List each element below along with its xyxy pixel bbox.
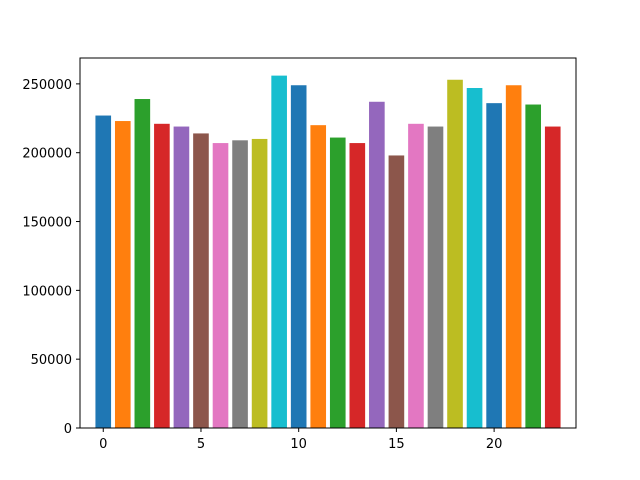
y-tick-label: 0: [64, 422, 72, 437]
bar-10: [290, 85, 307, 428]
bar-15: [388, 155, 405, 428]
plot-frame: [79, 57, 577, 429]
x-tick-label: 20: [486, 437, 503, 452]
bar-1: [114, 121, 131, 428]
bar-18: [447, 79, 463, 428]
bar-5: [193, 133, 209, 428]
bar-20: [486, 103, 502, 429]
bars-group: [95, 75, 561, 429]
x-tick-label: 0: [99, 437, 107, 452]
bar-14: [369, 101, 385, 429]
y-axis-ticks: 0 50000 100000 150000 200000 250000: [22, 78, 80, 437]
bar-12: [329, 137, 346, 428]
y-tick-label: 100000: [22, 284, 72, 299]
bar-17: [427, 126, 444, 429]
x-axis-ticks: 0 5 10 15 20: [99, 428, 502, 452]
bar-19: [466, 88, 483, 428]
bar-16: [408, 123, 424, 429]
bar-7: [232, 140, 248, 428]
bar-6: [212, 143, 229, 428]
y-tick-label: 200000: [22, 147, 72, 162]
y-tick-label: 150000: [22, 216, 72, 231]
bar-23: [544, 126, 561, 429]
x-tick-label: 15: [388, 437, 405, 452]
bar-8: [251, 138, 268, 428]
bar-22: [525, 104, 542, 428]
bar-21: [505, 85, 522, 428]
bar-4: [173, 126, 190, 429]
bar-3: [154, 123, 170, 429]
bar-0: [95, 115, 112, 428]
y-tick-label: 50000: [31, 353, 72, 368]
x-tick-label: 5: [197, 437, 205, 452]
x-tick-label: 10: [290, 437, 307, 452]
y-tick-label: 250000: [22, 78, 72, 93]
bar-11: [310, 125, 327, 429]
bar-9: [271, 75, 287, 429]
bar-13: [349, 143, 366, 428]
bar-2: [134, 99, 151, 429]
